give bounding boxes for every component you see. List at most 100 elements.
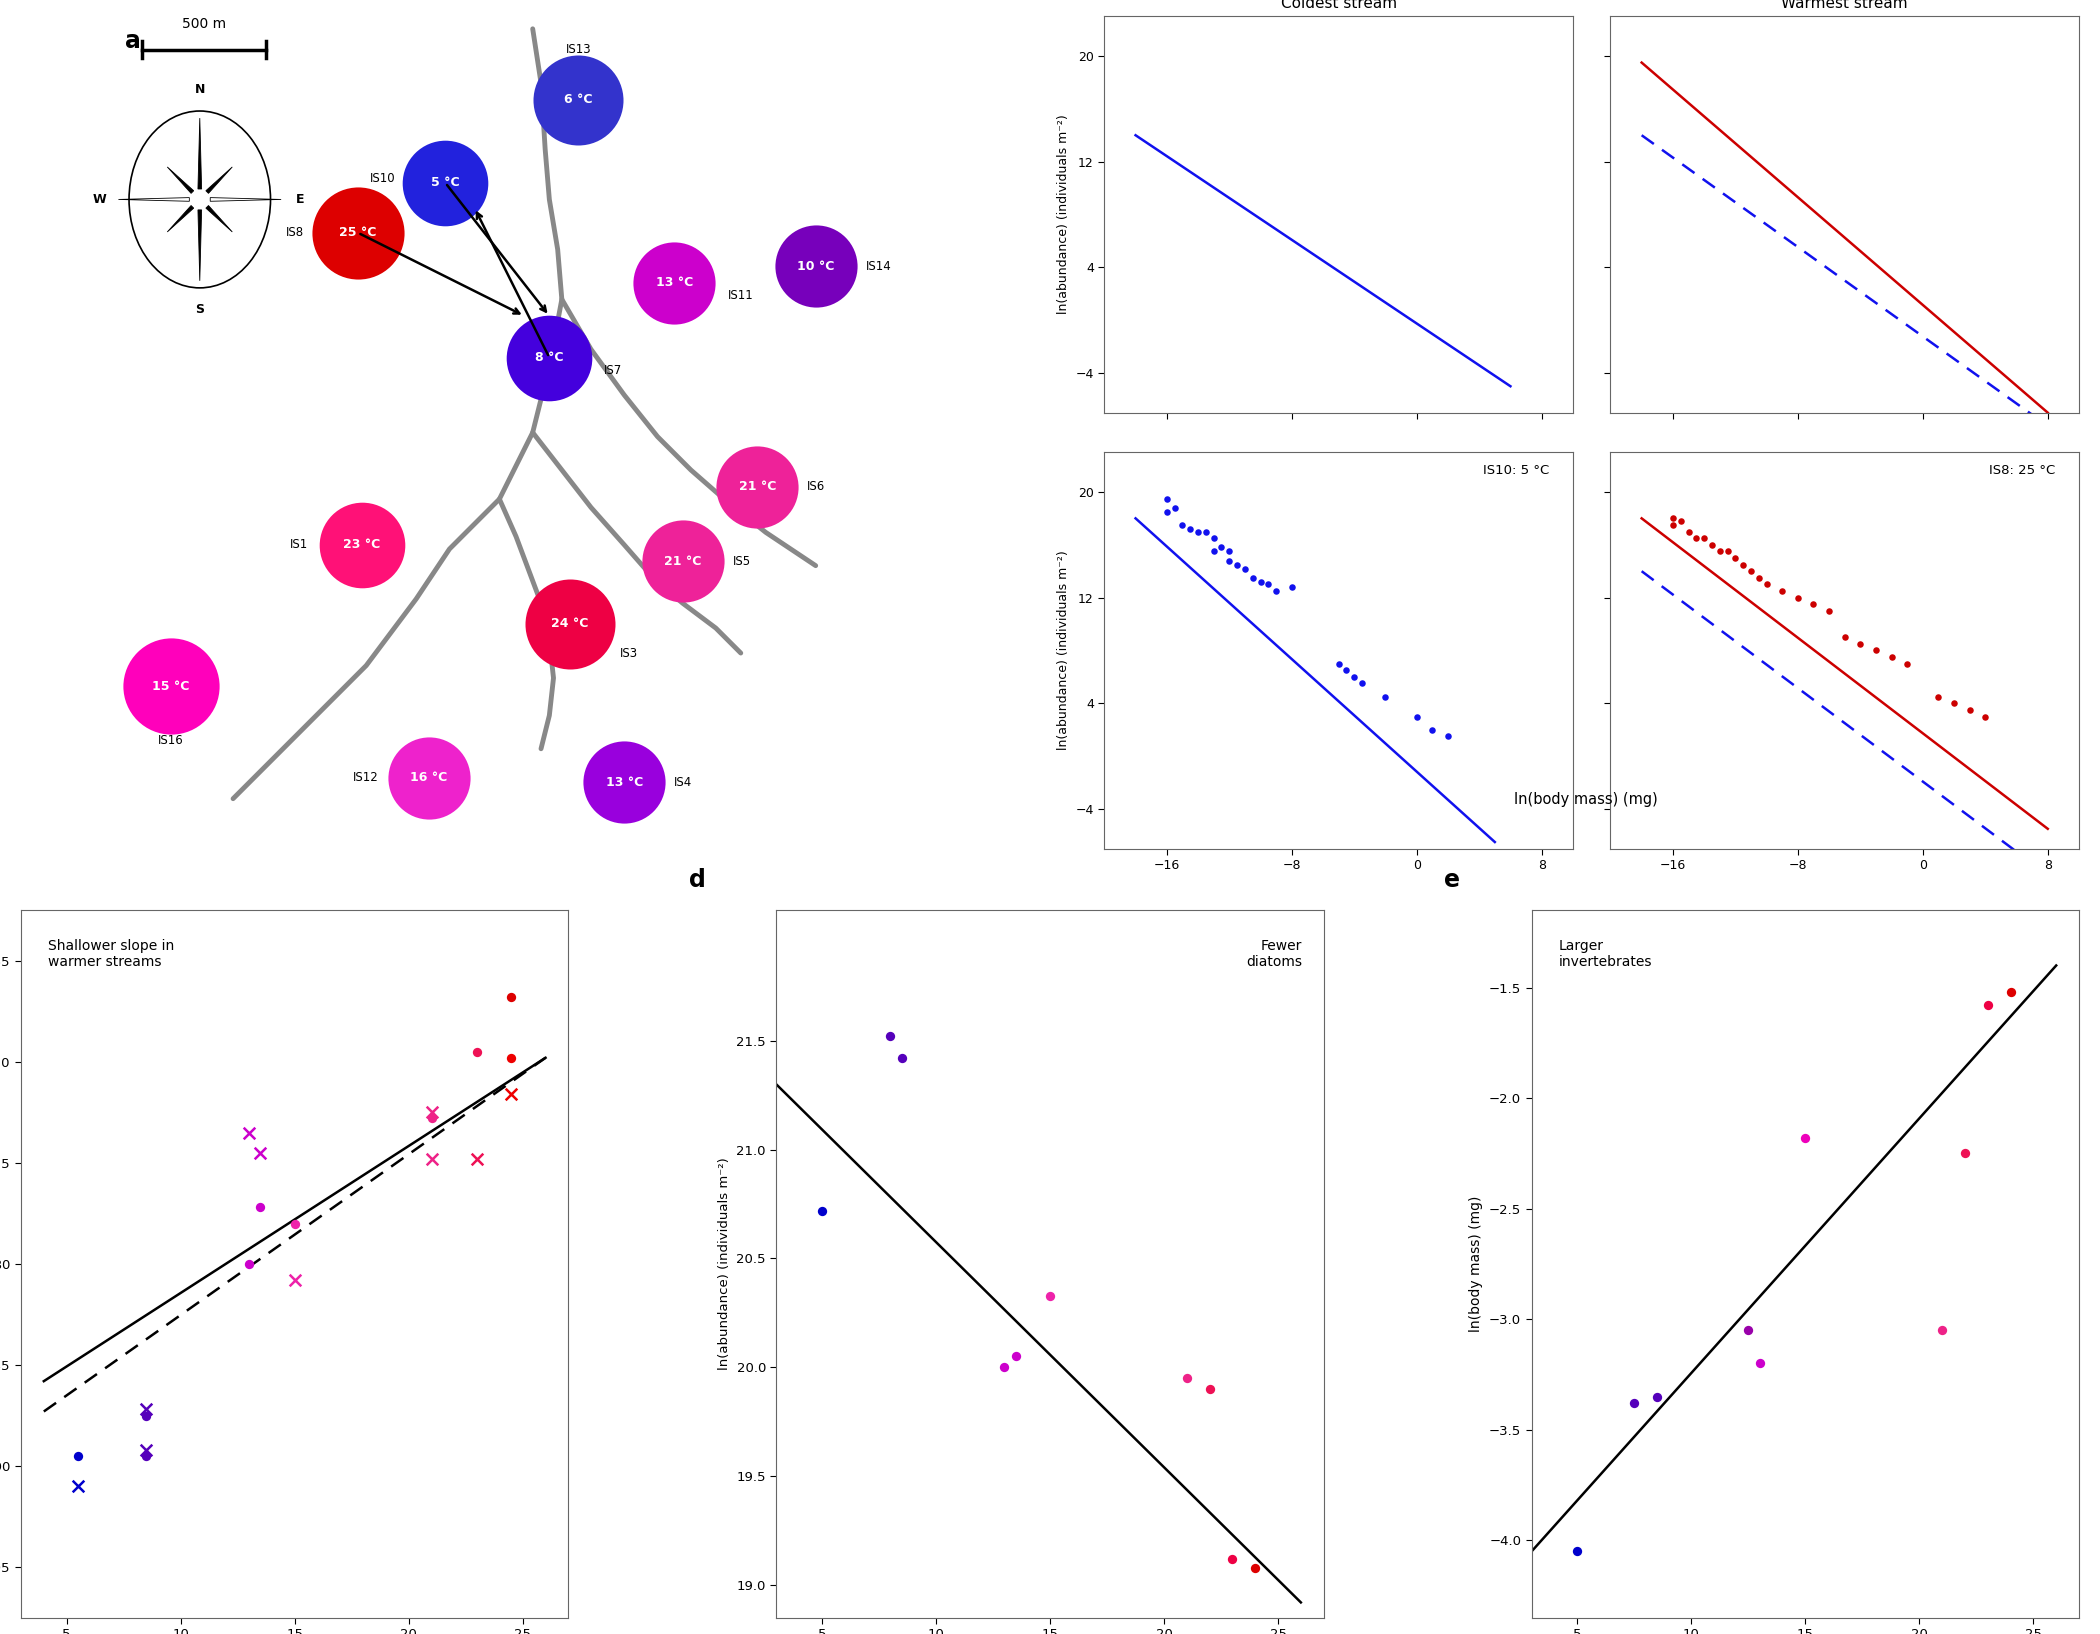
- Point: [414, 1105, 447, 1131]
- Point: [414, 1145, 447, 1172]
- Point: [1415, 717, 1449, 743]
- Point: [1968, 704, 2001, 730]
- Point: [344, 531, 378, 557]
- Point: [1275, 574, 1308, 600]
- Point: [1812, 598, 1846, 624]
- Polygon shape: [168, 167, 193, 193]
- Text: IS6: IS6: [806, 480, 825, 493]
- Text: d: d: [689, 868, 706, 892]
- Point: [1827, 624, 1861, 650]
- Point: [1151, 498, 1184, 525]
- Point: [1875, 644, 1909, 670]
- Point: [233, 1252, 267, 1278]
- Text: 8 °C: 8 °C: [536, 351, 563, 364]
- Point: [1321, 650, 1355, 676]
- Point: [494, 984, 527, 1010]
- Point: [1712, 538, 1745, 564]
- Point: [1703, 538, 1737, 564]
- Point: [1197, 538, 1231, 564]
- Point: [1726, 552, 1760, 578]
- Point: [1695, 531, 1728, 557]
- Point: [1718, 544, 1751, 570]
- Point: [1663, 508, 1697, 534]
- Point: [1346, 670, 1380, 696]
- Text: 6 °C: 6 °C: [565, 93, 592, 106]
- Text: Larger
invertebrates: Larger invertebrates: [1558, 938, 1653, 969]
- Point: [1239, 1554, 1273, 1580]
- Polygon shape: [206, 206, 233, 232]
- Point: [130, 1443, 164, 1469]
- Point: [741, 474, 775, 500]
- Text: W: W: [92, 193, 107, 206]
- Text: E: E: [296, 193, 304, 206]
- Point: [1205, 534, 1239, 560]
- Point: [1237, 565, 1270, 592]
- Point: [874, 1023, 907, 1049]
- Text: IS8: 25 °C: IS8: 25 °C: [1989, 464, 2056, 477]
- Text: 500 m: 500 m: [183, 18, 227, 31]
- Y-axis label: ln(body mass) (mg): ln(body mass) (mg): [1470, 1196, 1483, 1332]
- Point: [554, 611, 588, 637]
- Text: IS13: IS13: [565, 42, 592, 56]
- Point: [798, 253, 832, 279]
- Point: [666, 549, 699, 575]
- Point: [244, 1194, 277, 1221]
- Text: IS4: IS4: [674, 776, 693, 789]
- Point: [607, 770, 640, 796]
- Text: 16 °C: 16 °C: [410, 771, 447, 784]
- Point: [340, 219, 374, 245]
- Text: Shallower slope in
warmer streams: Shallower slope in warmer streams: [48, 938, 174, 969]
- Point: [1193, 1376, 1226, 1402]
- Point: [1432, 724, 1466, 750]
- Text: 23 °C: 23 °C: [344, 538, 380, 551]
- Point: [494, 1082, 527, 1108]
- Point: [1329, 657, 1363, 683]
- Point: [1858, 637, 1892, 663]
- Text: IS16: IS16: [158, 734, 183, 747]
- Point: [1228, 556, 1262, 582]
- Text: 25 °C: 25 °C: [340, 225, 376, 239]
- Text: IS1: IS1: [290, 538, 309, 551]
- Point: [1216, 1546, 1250, 1572]
- Point: [277, 1211, 311, 1237]
- Point: [1936, 690, 1970, 716]
- Point: [1401, 704, 1434, 730]
- Point: [884, 1046, 918, 1072]
- Point: [1743, 1350, 1777, 1376]
- Point: [1766, 578, 1800, 605]
- Text: 21 °C: 21 °C: [664, 556, 701, 569]
- Text: S: S: [195, 302, 204, 315]
- Y-axis label: ln(abundance) (individuals m⁻²): ln(abundance) (individuals m⁻²): [1056, 551, 1071, 750]
- Text: 21 °C: 21 °C: [739, 480, 777, 493]
- Point: [1949, 1141, 1982, 1167]
- Point: [460, 1039, 493, 1065]
- Point: [1212, 538, 1245, 564]
- Point: [1953, 696, 1987, 722]
- Point: [533, 345, 567, 371]
- Point: [1640, 1384, 1674, 1410]
- Point: [1686, 525, 1720, 551]
- Point: [1243, 569, 1277, 595]
- Point: [561, 87, 594, 113]
- Title: Warmest stream: Warmest stream: [1781, 0, 1909, 11]
- Point: [1197, 525, 1231, 551]
- Point: [1680, 525, 1714, 551]
- Point: [1182, 518, 1216, 544]
- Text: IS10: IS10: [370, 172, 395, 185]
- Point: [1735, 559, 1768, 585]
- Point: [1617, 1391, 1651, 1417]
- Point: [1174, 516, 1208, 542]
- Text: 15 °C: 15 °C: [151, 680, 189, 693]
- Point: [1993, 979, 2026, 1005]
- Point: [1166, 511, 1199, 538]
- Point: [412, 765, 445, 791]
- Point: [1338, 663, 1371, 690]
- Point: [1151, 485, 1184, 511]
- Text: a: a: [124, 29, 141, 52]
- Point: [1844, 631, 1877, 657]
- Point: [428, 170, 462, 196]
- Point: [130, 1397, 164, 1423]
- Point: [1260, 578, 1294, 605]
- Text: 13 °C: 13 °C: [655, 276, 693, 289]
- Text: 13 °C: 13 °C: [605, 776, 643, 789]
